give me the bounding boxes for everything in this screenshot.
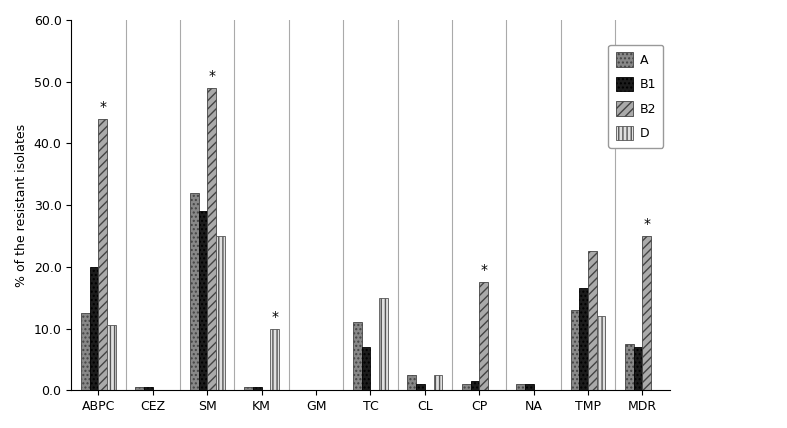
Bar: [634, 347, 642, 390]
Bar: [434, 375, 442, 390]
Legend: A, B1, B2, D: A, B1, B2, D: [608, 45, 663, 148]
Bar: [353, 322, 362, 390]
Bar: [216, 236, 225, 390]
Y-axis label: % of the resistant isolates: % of the resistant isolates: [15, 124, 28, 287]
Text: *: *: [643, 217, 650, 231]
Bar: [525, 384, 534, 390]
Bar: [81, 313, 90, 390]
Bar: [271, 329, 279, 390]
Bar: [462, 384, 471, 390]
Bar: [379, 298, 388, 390]
Bar: [642, 236, 651, 390]
Bar: [625, 344, 634, 390]
Bar: [135, 387, 144, 390]
Bar: [190, 193, 198, 390]
Bar: [362, 347, 371, 390]
Bar: [516, 384, 525, 390]
Bar: [588, 251, 597, 390]
Bar: [244, 387, 253, 390]
Bar: [571, 310, 579, 390]
Bar: [198, 211, 207, 390]
Bar: [579, 288, 588, 390]
Bar: [597, 316, 605, 390]
Bar: [107, 325, 116, 390]
Bar: [416, 384, 425, 390]
Text: *: *: [99, 100, 106, 114]
Bar: [408, 375, 416, 390]
Bar: [253, 387, 262, 390]
Bar: [207, 88, 216, 390]
Bar: [90, 267, 98, 390]
Text: *: *: [480, 263, 487, 277]
Text: *: *: [208, 69, 215, 83]
Bar: [98, 119, 107, 390]
Bar: [144, 387, 153, 390]
Bar: [471, 381, 479, 390]
Text: *: *: [272, 309, 279, 324]
Bar: [479, 282, 488, 390]
